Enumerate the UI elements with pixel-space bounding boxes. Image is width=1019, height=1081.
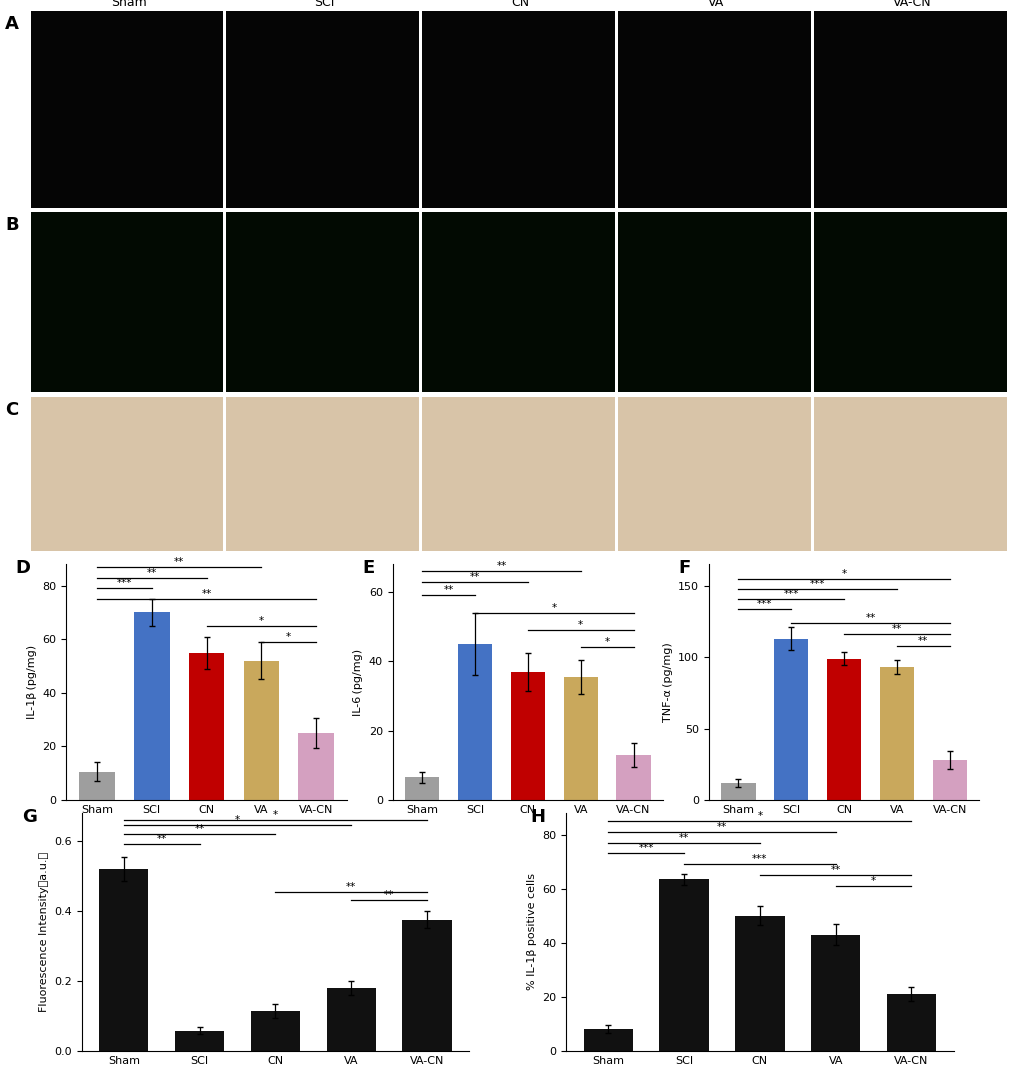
Text: C: C: [5, 401, 18, 419]
Bar: [326, 988, 375, 1051]
Text: *: *: [259, 616, 264, 626]
Text: Sham: Sham: [110, 0, 147, 9]
Text: **: **: [496, 561, 506, 571]
Text: ***: ***: [751, 854, 767, 865]
Text: **: **: [891, 624, 901, 635]
Text: *: *: [234, 815, 239, 825]
Text: VA: VA: [707, 0, 723, 9]
Bar: [810, 934, 859, 1051]
Bar: [886, 995, 935, 1051]
Text: *: *: [272, 810, 278, 819]
Text: **: **: [443, 586, 453, 596]
Text: *: *: [604, 638, 609, 648]
Text: ***: ***: [783, 588, 798, 599]
Text: **: **: [174, 557, 184, 566]
Bar: [826, 658, 860, 800]
Text: VA-CN: VA-CN: [892, 0, 930, 9]
Text: **: **: [864, 613, 874, 623]
Bar: [458, 644, 492, 800]
Text: H: H: [530, 808, 545, 826]
Text: ***: ***: [638, 843, 653, 854]
Text: **: **: [157, 835, 167, 844]
Y-axis label: % IL-1β positive cells: % IL-1β positive cells: [526, 873, 536, 990]
Bar: [931, 760, 966, 800]
Text: A: A: [5, 15, 19, 34]
Bar: [99, 869, 149, 1051]
Text: **: **: [679, 832, 689, 843]
Bar: [878, 667, 913, 800]
Y-axis label: IL-6 (pg/mg): IL-6 (pg/mg): [353, 649, 363, 716]
Text: F: F: [678, 559, 690, 577]
Text: CN: CN: [511, 0, 529, 9]
Bar: [659, 879, 708, 1051]
Bar: [720, 783, 755, 800]
Bar: [511, 671, 544, 800]
Text: **: **: [345, 882, 356, 892]
Text: *: *: [551, 603, 556, 613]
Bar: [773, 639, 808, 800]
Text: ***: ***: [116, 578, 131, 588]
Bar: [405, 777, 439, 800]
Text: E: E: [362, 559, 374, 577]
Text: *: *: [841, 569, 846, 578]
Bar: [79, 772, 114, 800]
Bar: [735, 916, 784, 1051]
Text: *: *: [870, 876, 875, 886]
Y-axis label: TNF-α (pg/mg): TNF-α (pg/mg): [662, 642, 672, 722]
Text: **: **: [201, 589, 212, 599]
Bar: [615, 755, 650, 800]
Bar: [244, 660, 279, 800]
Text: ***: ***: [809, 578, 824, 588]
Bar: [583, 1029, 633, 1051]
Bar: [189, 653, 224, 800]
Text: B: B: [5, 216, 18, 235]
Text: **: **: [917, 636, 927, 645]
Bar: [299, 733, 334, 800]
Bar: [401, 920, 451, 1051]
Text: G: G: [22, 808, 38, 826]
Bar: [251, 1011, 300, 1051]
Text: *: *: [578, 620, 583, 630]
Text: **: **: [383, 891, 393, 900]
Bar: [562, 677, 597, 800]
Text: D: D: [15, 559, 31, 577]
Text: **: **: [195, 824, 205, 833]
Text: *: *: [756, 811, 762, 822]
Text: **: **: [470, 572, 480, 582]
Text: **: **: [829, 865, 840, 876]
Text: ***: ***: [756, 599, 771, 609]
Bar: [133, 613, 169, 800]
Y-axis label: IL-1β (pg/mg): IL-1β (pg/mg): [26, 645, 37, 719]
Text: **: **: [147, 568, 157, 577]
Text: **: **: [716, 822, 727, 832]
Text: SCI: SCI: [314, 0, 334, 9]
Bar: [175, 1031, 224, 1051]
Text: *: *: [286, 632, 291, 642]
Y-axis label: Fluorescence Intensity（a.u.）: Fluorescence Intensity（a.u.）: [39, 852, 49, 1012]
